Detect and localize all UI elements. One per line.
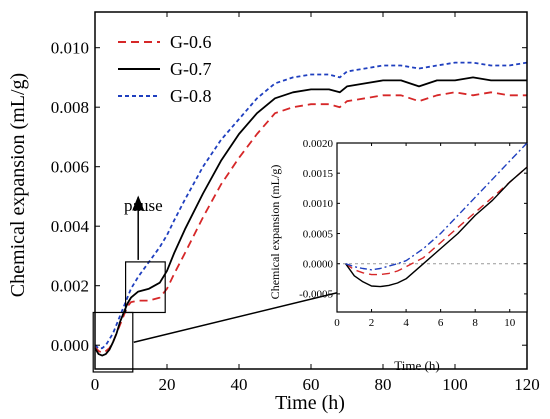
main-plot (94, 61, 528, 357)
inset-series-line-g-0.8 (345, 142, 528, 271)
main-x-tick-label: 60 (303, 375, 320, 394)
inset-x-tick-label: 6 (438, 317, 444, 329)
inset-x-tick-label: 4 (403, 317, 409, 329)
inset-y-tick-label: -0.0005 (299, 289, 333, 301)
inset-y-tick-label: 0.0010 (303, 198, 334, 210)
main-y-tick-label: 0.000 (51, 336, 89, 355)
zoom-box-early (92, 311, 134, 373)
inset-y-tick-label: 0.0000 (303, 259, 334, 271)
legend-label-g-0.8: G-0.8 (170, 86, 212, 106)
main-series-line-g-0.7 (94, 76, 527, 357)
main-x-tick-label: 20 (159, 375, 176, 394)
main-series-line-g-0.6 (94, 91, 527, 354)
inset-plot-frame (336, 142, 528, 313)
main-x-tick-label: 100 (442, 375, 468, 394)
pause-box (124, 261, 166, 314)
inset-y-tick-label: 0.0005 (303, 228, 334, 240)
main-x-tick-label: 0 (91, 375, 100, 394)
main-x-tick-label: 120 (514, 375, 540, 394)
main-y-tick-label: 0.010 (51, 39, 89, 58)
legend-label-g-0.6: G-0.6 (170, 32, 212, 52)
main-x-tick-label: 80 (375, 375, 392, 394)
inset-y-axis-label: Chemical expansion (mL/g) (268, 165, 282, 300)
inset-x-tick-label: 8 (472, 317, 478, 329)
inset-x-tick-label: 10 (504, 317, 516, 329)
main-y-tick-label: 0.008 (51, 98, 89, 117)
main-series-line-g-0.8 (94, 61, 528, 350)
inset-chart: 0 2 4 6 8 10 -0.0005 0.0000 0.0005 0.0010 0.0015 0.… (299, 138, 528, 329)
main-y-tick-label: 0.002 (51, 277, 89, 296)
pause-annotation: pause (124, 196, 163, 215)
main-x-axis-label: Time (h) (275, 392, 345, 414)
legend-label-g-0.7: G-0.7 (170, 59, 212, 79)
main-axes: 0 20 40 60 80 100 1200.0000.0020.0040.0060.008… (51, 11, 540, 394)
inset-x-tick-label: 0 (334, 317, 340, 329)
inset-y-tick-label: 0.0020 (303, 138, 334, 150)
main-y-tick-label: 0.004 (51, 217, 90, 236)
inset-x-axis-label: Time (h) (394, 358, 439, 373)
annotations (92, 195, 371, 373)
zoom-arrow (133, 282, 371, 343)
inset-series-line-g-0.7 (345, 166, 528, 288)
inset-x-tick-label: 2 (369, 317, 375, 329)
legend: G-0.6 G-0.7 G-0.8 (118, 32, 212, 106)
main-x-tick-label: 40 (231, 375, 248, 394)
inset-y-tick-label: 0.0015 (303, 168, 334, 180)
main-y-axis-label: Chemical expansion (mL/g) (7, 73, 29, 297)
main-y-tick-label: 0.006 (51, 158, 89, 177)
